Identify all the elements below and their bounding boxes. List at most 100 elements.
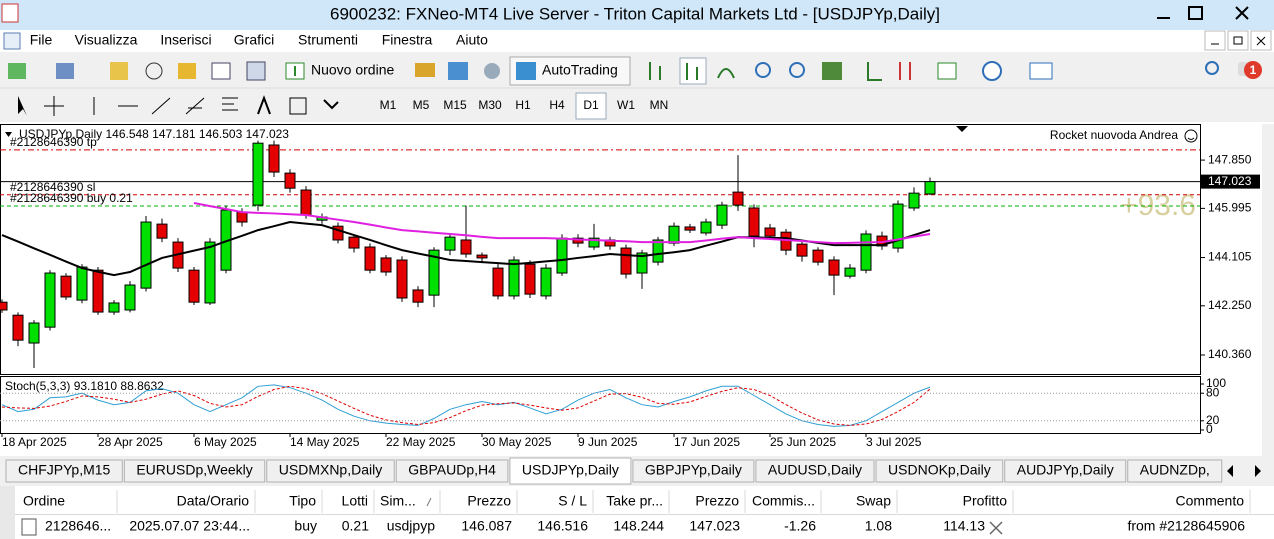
timeframe-button[interactable]: H1 (515, 98, 531, 112)
menu-item[interactable]: Strumenti (298, 32, 358, 48)
menu-item[interactable]: Grafici (234, 32, 274, 48)
menu-item[interactable]: Aiuto (456, 32, 488, 48)
candle-body (284, 172, 296, 189)
candle-body (396, 259, 408, 299)
candle-body (844, 267, 856, 277)
candle-body (300, 189, 312, 216)
candle-body (140, 221, 152, 289)
menu-item[interactable]: File (30, 32, 53, 48)
chart-tab-label[interactable]: GBPAUDp,H4 (408, 462, 496, 478)
chart-tab[interactable] (266, 459, 395, 483)
candle-body (444, 236, 456, 251)
column-header[interactable]: S / L (558, 493, 587, 509)
order-cell: 146.516 (537, 518, 588, 534)
candle-body (588, 237, 600, 248)
candle-body (652, 239, 664, 263)
app-icon (1, 3, 19, 23)
order-cell: from #2128645906 (1127, 518, 1245, 534)
candle-body (28, 322, 40, 344)
chart-tab[interactable] (395, 459, 509, 483)
column-header[interactable]: Lotti (342, 493, 368, 509)
column-header[interactable]: Commento (1176, 493, 1245, 509)
column-header[interactable]: Profitto (963, 493, 1008, 509)
timeframe-button[interactable]: M30 (478, 98, 502, 112)
chart-tab[interactable] (1004, 459, 1127, 483)
mdi-controls[interactable] (1204, 30, 1272, 51)
stoch-label: Stoch(5,3,3) 93.1810 88.8632 (5, 379, 164, 393)
candle-body (700, 221, 712, 234)
column-header[interactable]: Commis... (752, 493, 815, 509)
ea-label: Rocket nuovoda Andrea (1050, 128, 1178, 142)
candle-body (92, 269, 104, 313)
chart-tab-label[interactable]: GBPJPYp,Daily (645, 462, 742, 478)
menu-item[interactable]: Finestra (382, 32, 433, 48)
timeframe-button[interactable]: M15 (443, 98, 467, 112)
candle-body (252, 142, 264, 206)
x-tick-label: 25 Jun 2025 (770, 435, 836, 449)
column-header[interactable]: Prezzo (467, 493, 511, 509)
chart-tab-label[interactable]: AUDJPYp,Daily (1017, 462, 1114, 478)
menu-item[interactable]: Visualizza (75, 32, 138, 48)
chart-tab-label[interactable]: CHFJPYp,M15 (18, 462, 111, 478)
chart-tab-label[interactable]: AUDUSD,Daily (768, 462, 862, 478)
candle-body (60, 275, 72, 298)
column-header[interactable]: Sim... (380, 493, 416, 509)
timeframe-button[interactable]: M1 (380, 98, 397, 112)
new-order-button[interactable]: Nuovo ordine (311, 62, 394, 78)
chart-tab[interactable] (123, 459, 266, 483)
chart-tab-label[interactable]: USDJPYp,Daily (522, 462, 619, 478)
candle-body (716, 204, 728, 226)
chart-tab[interactable] (5, 459, 123, 483)
candle-body (236, 211, 248, 223)
candle-body (12, 314, 24, 341)
chart-tab[interactable] (755, 459, 875, 483)
order-cell: 114.13 (943, 518, 985, 534)
order-level-label: #2128646390 tp (10, 135, 97, 149)
candle-body (924, 181, 936, 195)
x-tick-label: 22 May 2025 (386, 435, 456, 449)
chart-tab[interactable] (875, 459, 1004, 483)
column-header[interactable]: Swap (856, 493, 891, 509)
stoch-panel (0, 376, 1201, 434)
chart-tab-label[interactable]: AUDNZDp, (1140, 462, 1210, 478)
column-header[interactable]: Prezzo (695, 493, 739, 509)
candle-body (412, 289, 424, 303)
column-header[interactable]: Ordine (23, 493, 65, 509)
stoch-signal (1, 385, 931, 426)
chart-tab[interactable] (632, 459, 755, 483)
timeframe-button[interactable]: M5 (413, 98, 430, 112)
ea-smiley (1184, 129, 1198, 143)
timeframe-button[interactable]: D1 (583, 98, 599, 112)
timeframe-button[interactable]: W1 (617, 98, 635, 112)
indicator-line (1, 221, 931, 277)
order-icon (21, 518, 37, 536)
autotrading-button[interactable]: AutoTrading (542, 62, 618, 78)
column-header[interactable]: Tipo (289, 493, 316, 509)
candle-body (524, 263, 536, 295)
chart-tab[interactable] (509, 457, 632, 485)
candle-body (908, 192, 920, 209)
timeframe-button[interactable]: H4 (549, 98, 565, 112)
menu-item[interactable]: Inserisci (160, 32, 211, 48)
candle-body (732, 191, 744, 206)
candle-body (668, 225, 680, 244)
x-tick-label: 17 Jun 2025 (674, 435, 740, 449)
candle-body (764, 227, 776, 237)
close-order-icon[interactable] (989, 521, 1003, 535)
chart-tab-label[interactable]: USDNOKp,Daily (888, 462, 991, 478)
toolbar-icons[interactable] (8, 56, 1262, 116)
column-header[interactable]: Data/Orario (177, 493, 250, 509)
timeframe-button[interactable]: MN (650, 98, 669, 112)
chart-tab-label[interactable]: USDMXNp,Daily (279, 462, 382, 478)
notification-count: 1 (1250, 63, 1257, 77)
main-panel (0, 124, 1201, 375)
column-header[interactable]: Take pr... (606, 493, 663, 509)
chart-tab[interactable] (1127, 459, 1223, 483)
x-tick-label: 28 Apr 2025 (98, 435, 163, 449)
order-cell: 2025.07.07 23:44... (129, 518, 250, 534)
chart-tab-label[interactable]: EURUSDp,Weekly (136, 462, 252, 478)
window-controls[interactable] (1157, 6, 1249, 20)
candle-body (508, 259, 520, 297)
profit-label: +93.6 (1120, 189, 1196, 222)
